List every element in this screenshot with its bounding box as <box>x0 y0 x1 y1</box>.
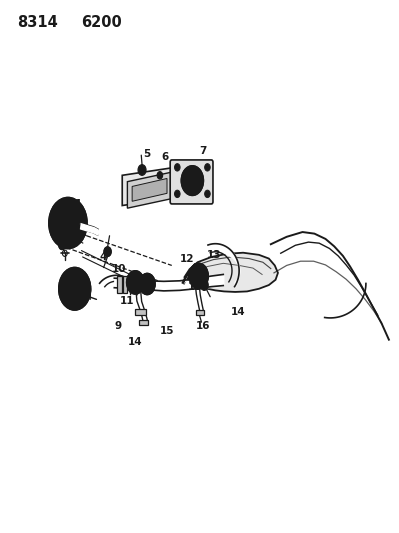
Text: 14: 14 <box>128 337 142 347</box>
Bar <box>122 276 127 293</box>
Polygon shape <box>184 253 278 292</box>
Circle shape <box>64 274 68 280</box>
Text: 12: 12 <box>180 254 194 263</box>
Text: 8: 8 <box>68 289 75 299</box>
Circle shape <box>71 284 79 294</box>
Text: 8314: 8314 <box>17 14 58 30</box>
Circle shape <box>81 274 85 280</box>
Circle shape <box>59 268 91 310</box>
Circle shape <box>174 190 180 198</box>
Circle shape <box>138 165 146 175</box>
Text: 15: 15 <box>188 281 202 292</box>
Text: 2: 2 <box>52 220 60 230</box>
Circle shape <box>188 174 197 187</box>
Text: 10: 10 <box>112 264 127 274</box>
Text: 11: 11 <box>120 296 134 306</box>
Circle shape <box>59 241 65 249</box>
Circle shape <box>62 216 73 230</box>
Circle shape <box>104 247 111 256</box>
Text: 15: 15 <box>160 326 174 336</box>
Text: 3: 3 <box>56 236 64 246</box>
Circle shape <box>139 273 155 295</box>
Polygon shape <box>132 179 167 201</box>
Text: 14: 14 <box>231 306 246 317</box>
Circle shape <box>181 166 203 196</box>
Bar <box>117 276 122 293</box>
FancyBboxPatch shape <box>170 160 213 204</box>
Circle shape <box>143 279 151 289</box>
Bar <box>139 319 148 325</box>
Circle shape <box>81 298 85 303</box>
Text: 1: 1 <box>75 199 82 209</box>
Text: 7: 7 <box>199 146 206 156</box>
Polygon shape <box>122 163 203 206</box>
Text: 6: 6 <box>161 152 168 162</box>
Circle shape <box>189 263 208 289</box>
Text: 4: 4 <box>100 252 107 262</box>
Circle shape <box>205 190 210 198</box>
Text: 13: 13 <box>207 250 222 260</box>
Circle shape <box>126 271 144 294</box>
Circle shape <box>174 164 180 171</box>
Circle shape <box>200 280 208 290</box>
Text: 9: 9 <box>115 321 122 331</box>
Bar <box>196 310 204 316</box>
Circle shape <box>65 276 84 302</box>
Circle shape <box>49 198 87 248</box>
Polygon shape <box>127 172 172 208</box>
Circle shape <box>205 164 210 171</box>
Circle shape <box>130 276 140 289</box>
Text: 6200: 6200 <box>81 14 121 30</box>
Text: 16: 16 <box>196 321 210 331</box>
Circle shape <box>194 270 203 282</box>
Text: 5: 5 <box>144 149 151 159</box>
Circle shape <box>64 298 68 303</box>
Circle shape <box>157 172 163 179</box>
Bar <box>134 309 146 316</box>
